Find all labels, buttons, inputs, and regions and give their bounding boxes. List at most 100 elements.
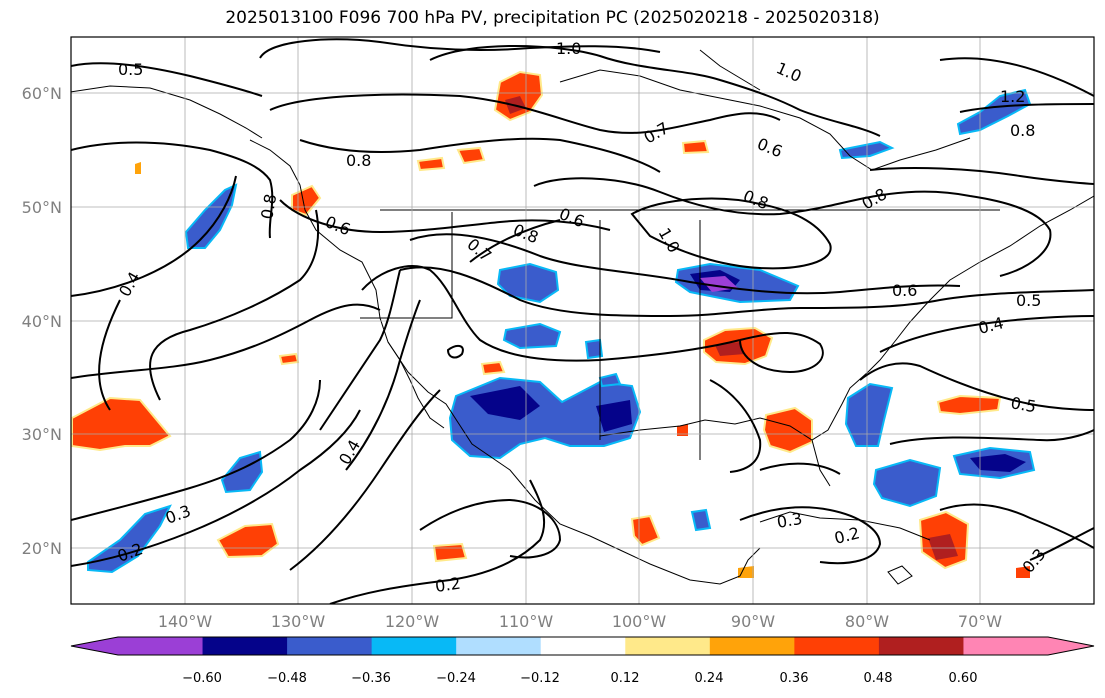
contour-label: 1.0 [556,39,581,58]
precip-area-negative [584,338,604,360]
pv-contour-line [939,503,1094,549]
pv-contour-line [319,269,401,431]
precip-area-negative [596,400,632,432]
precip-area-positive [278,352,300,366]
precip-area-negative [87,504,172,574]
longitude-labels: 140°W 130°W 120°W 110°W 100°W 90°W 80°W … [158,612,1002,631]
colorbar-tick-label: 0.24 [695,671,724,686]
precip-area-positive [738,566,754,578]
pv-contour-line [98,299,121,411]
latitude-labels: 60°N 50°N 40°N 30°N 20°N [22,84,62,558]
pv-contour-line [279,199,611,234]
colorbar-segment [540,637,626,655]
precip-shading [71,70,1036,578]
precip-area-positive [681,139,710,155]
coastlines [71,49,1094,585]
precip-area-positive [71,396,172,452]
precip-area-positive [432,542,468,563]
pv-contour-line [259,38,661,59]
map-frame [70,36,1095,605]
lon-label: 70°W [958,612,1002,631]
pv-contour-line [939,57,1094,97]
colorbar-segment [371,637,457,655]
lon-label: 120°W [385,612,440,631]
precip-area-positive [936,394,1002,416]
precip-area-negative [470,386,540,420]
pv-contour-line [889,429,1094,445]
pv-contour-line [329,479,546,604]
pv-contour-line [959,103,1094,113]
pv-contour-line [533,177,1052,277]
colorbar-segment [794,637,880,655]
precip-area-negative [220,450,264,494]
colorbar-segments [70,636,1095,656]
contour-label: 0.8 [257,192,280,220]
colorbar-segment [709,637,795,655]
colorbar-tick-label: −0.48 [267,671,307,686]
colorbar-segment [287,637,373,655]
pv-contour-line [149,209,320,401]
precip-area-negative [496,262,560,304]
pv-contour-line [630,197,832,270]
colorbar-tick-label: 0.36 [780,671,809,686]
colorbar: −0.60 −0.48 −0.36 −0.24 −0.12 0.12 0.24 … [70,636,1095,686]
pv-contour-line [71,62,263,97]
precip-area-positive [762,406,813,454]
pv-contour-line [1029,527,1094,561]
pv-contour-line [399,266,1094,318]
pv-contour-line [739,506,882,565]
contour-label: 0.2 [434,574,462,596]
map-title: 2025013100 F096 700 hPa PV, precipitatio… [225,8,880,28]
colorbar-tick-label: 0.48 [864,671,893,686]
precip-area-negative [872,458,942,508]
precip-area-negative [502,322,562,350]
lat-label: 60°N [22,84,62,103]
precip-area-positive [480,360,506,376]
precip-area-negative [970,454,1026,472]
precip-area-positive [416,156,446,172]
colorbar-segment [456,637,542,655]
pv-contour-line [709,379,762,473]
lon-label: 130°W [271,612,326,631]
colorbar-extend-low [71,637,118,655]
contour-label: 0.5 [1016,291,1041,310]
map-panel: 0.5 1.0 1.0 1.2 0.8 0.7 0.6 0.8 0.8 0.8 … [71,37,1094,604]
pv-contour-line [299,137,661,173]
colorbar-labels: −0.60 −0.48 −0.36 −0.24 −0.12 0.12 0.24 … [182,671,977,686]
lon-label: 140°W [158,612,213,631]
lon-label: 80°W [845,612,889,631]
contour-label: 0.3 [775,509,803,532]
pv-contour-line [361,265,741,362]
precip-area-positive [291,184,322,217]
precip-area-positive [456,146,486,165]
pv-contour-line [469,219,561,263]
colorbar-tick-label: −0.12 [520,671,560,686]
precip-area-negative [690,508,712,532]
gridlines [71,37,1094,604]
colorbar-outline [70,636,1095,656]
precip-area-negative [598,372,622,388]
lat-label: 40°N [22,312,62,331]
contour-label: 0.8 [1010,121,1035,140]
colorbar-tick-label: −0.36 [351,671,391,686]
colorbar-segment [202,637,288,655]
contour-label: 0.6 [892,281,917,300]
precip-area-negative [844,382,894,447]
lat-label: 20°N [22,539,62,558]
lat-label: 30°N [22,425,62,444]
pv-contour-line [879,315,1094,353]
colorbar-tick-label: 0.12 [611,671,640,686]
colorbar-segment [963,637,1049,655]
precip-area-positive [216,522,280,559]
contour-label: 0.8 [346,151,371,170]
pv-contour-line [409,233,961,295]
colorbar-segment [625,637,711,655]
colorbar-segment [878,637,964,655]
precip-area-positive [1016,566,1030,578]
lon-label: 110°W [499,612,554,631]
pv-contour-line [71,379,321,521]
pv-contour-line [419,498,562,559]
precip-area-positive [715,342,745,356]
precip-area-positive [135,162,141,174]
